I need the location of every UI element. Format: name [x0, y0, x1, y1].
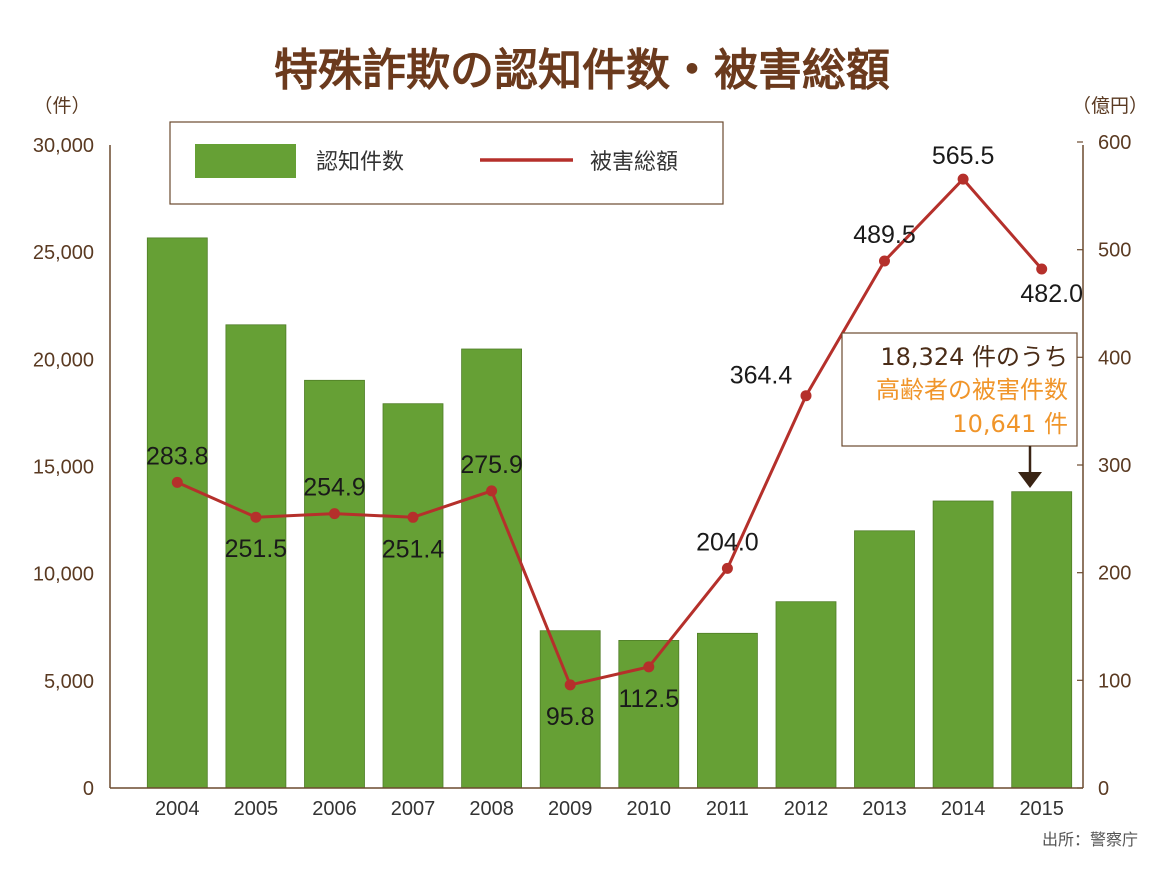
left-tick-label: 0	[83, 778, 94, 800]
data-label-2008: 275.9	[460, 451, 523, 479]
data-label-2011: 204.0	[696, 528, 759, 556]
point-2004	[171, 476, 183, 488]
x-tick-label: 2009	[548, 798, 593, 820]
x-tick-label: 2014	[941, 798, 986, 820]
data-label-2004: 283.8	[146, 442, 209, 470]
point-2008	[486, 485, 498, 497]
bar-series	[146, 237, 1073, 789]
right-tick-label: 500	[1098, 240, 1131, 262]
point-2012	[800, 390, 812, 402]
data-label-2009: 95.8	[546, 703, 595, 731]
point-2015	[1036, 263, 1048, 275]
annotation-arrow-head	[1018, 472, 1042, 488]
x-tick-label: 2011	[706, 798, 749, 820]
data-label-2010: 112.5	[618, 685, 679, 713]
left-tick-label: 15,000	[33, 457, 94, 479]
point-2009	[564, 679, 576, 691]
x-tick-label: 2005	[234, 798, 279, 820]
bar-2011	[697, 632, 758, 789]
right-tick-label: 200	[1098, 563, 1131, 585]
data-label-2015: 482.0	[1020, 280, 1083, 308]
bar-2009	[539, 630, 601, 789]
x-tick-label: 2010	[627, 798, 672, 820]
bar-2014	[932, 500, 994, 789]
left-axis-unit: （件）	[33, 95, 90, 117]
right-tick-label: 300	[1098, 455, 1131, 477]
point-2010	[643, 661, 655, 673]
right-tick-label: 100	[1098, 670, 1131, 692]
bar-2005	[225, 324, 287, 789]
bar-2012	[775, 601, 837, 789]
point-2007	[407, 511, 419, 523]
legend-bar-label: 認知件数	[316, 150, 404, 175]
data-label-2005: 251.5	[225, 535, 288, 563]
legend: 認知件数 被害総額	[169, 121, 724, 205]
x-tick-label: 2015	[1019, 798, 1064, 820]
damage-total-points	[171, 173, 1048, 691]
damage-total-labels: 283.8 251.5 254.9 251.4 275.9 95.8 112.5 204.0 3…	[146, 142, 1083, 731]
x-tick-label: 2012	[784, 798, 829, 820]
right-tick-label: 600	[1098, 132, 1131, 154]
chart-title: 特殊詐欺の認知件数・被害総額	[274, 45, 890, 96]
legend-line-label: 被害総額	[590, 150, 678, 175]
left-axis-ticks: 30,000 25,000 20,000 15,000 10,000 5,000 0	[33, 135, 94, 800]
point-2011	[721, 562, 733, 574]
x-axis-ticks: 2004 2005 2006 2007 2008 2009 2010 2011 2012 2013…	[155, 798, 1064, 820]
source-note: 出所：警察庁	[1042, 830, 1138, 849]
x-tick-label: 2008	[469, 798, 514, 820]
annotation-box	[841, 332, 1078, 447]
annotation-line-2: 高齢者の被害件数	[876, 376, 1068, 404]
damage-total-line	[176, 176, 1043, 687]
x-tick-label: 2006	[312, 798, 357, 820]
legend-bar-swatch	[195, 144, 296, 178]
data-label-2006: 254.9	[303, 474, 366, 502]
data-label-2014: 565.5	[932, 142, 995, 170]
bar-2006	[304, 379, 365, 789]
annotation: 18,324 件のうち 高齢者の被害件数 10,641 件	[841, 332, 1078, 488]
bar-2007	[382, 403, 444, 789]
annotation-line-1: 18,324 件のうち	[880, 343, 1068, 371]
left-tick-label: 25,000	[33, 242, 94, 264]
point-2006	[329, 508, 340, 520]
left-tick-label: 10,000	[33, 564, 94, 586]
data-label-2012: 364.4	[730, 362, 793, 390]
x-tick-label: 2004	[155, 798, 200, 820]
left-tick-label: 5,000	[44, 671, 94, 693]
bar-2004	[146, 237, 208, 789]
right-tick-label: 0	[1098, 778, 1109, 800]
bar-2008	[461, 348, 523, 789]
data-label-2013: 489.5	[853, 221, 916, 249]
right-tick-label: 400	[1098, 347, 1131, 369]
data-label-2007: 251.4	[382, 535, 445, 563]
point-2013	[879, 255, 890, 267]
x-tick-label: 2013	[862, 798, 907, 820]
point-2005	[250, 511, 262, 523]
bar-2015	[1011, 491, 1073, 789]
right-axis-ticks: 600 500 400 300 200 100 0	[1077, 132, 1131, 800]
point-2014	[957, 173, 969, 185]
bar-2013	[854, 530, 915, 789]
left-tick-label: 30,000	[33, 135, 94, 157]
left-tick-label: 20,000	[33, 349, 94, 371]
x-tick-label: 2007	[391, 798, 436, 820]
right-axis-unit: （億円）	[1072, 95, 1148, 117]
annotation-line-3: 10,641 件	[952, 410, 1068, 438]
